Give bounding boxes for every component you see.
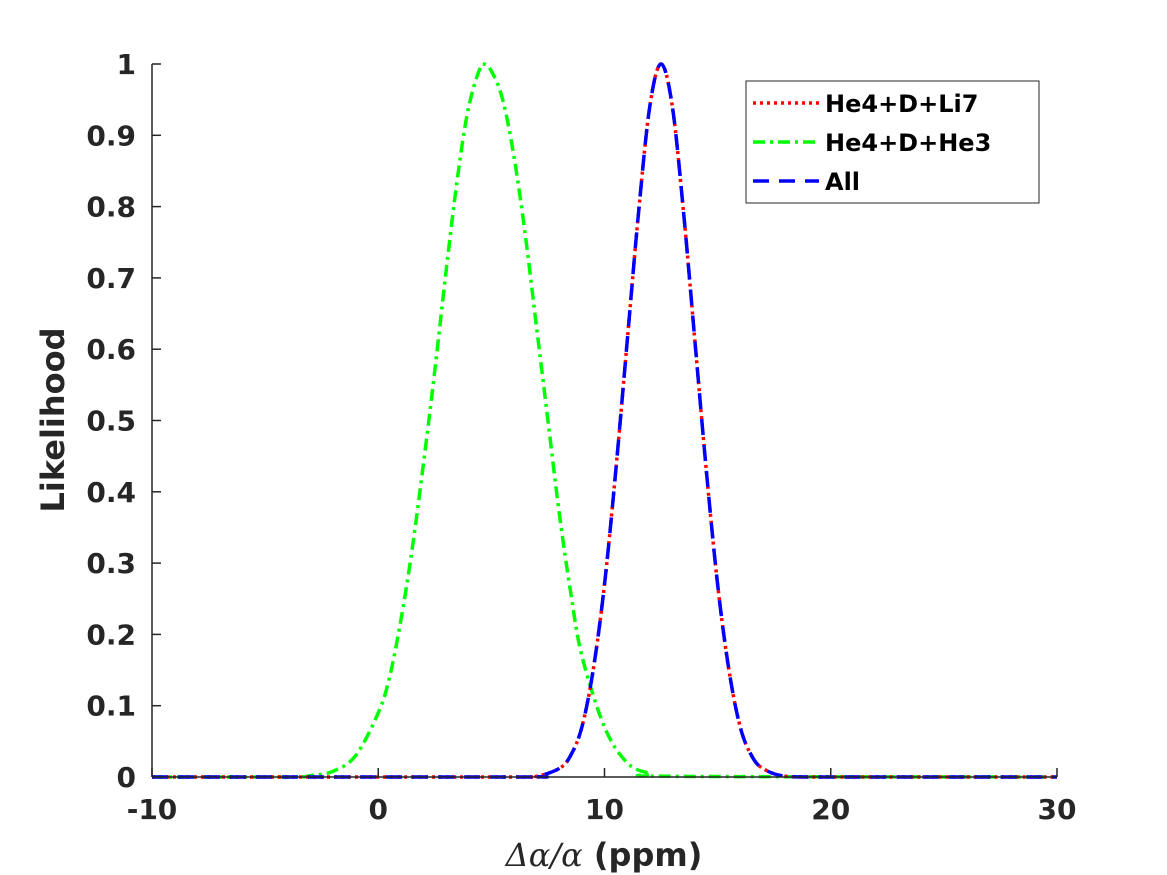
legend-label-2: All <box>825 168 860 196</box>
y-ticks: 0 0.1 0.2 0.3 0.4 0.5 0.6 0.7 0.8 0.9 1 <box>86 48 161 794</box>
y-tick-label: 1 <box>117 48 136 81</box>
x-tick-label: 10 <box>585 793 624 826</box>
y-tick-label: 0.7 <box>86 262 136 295</box>
x-axis-label-alpha: α <box>529 836 551 874</box>
x-tick-label: -10 <box>127 793 178 826</box>
x-tick-label: 0 <box>369 793 388 826</box>
y-tick-label: 0.6 <box>86 333 136 366</box>
y-tick-label: 0.3 <box>86 547 136 580</box>
x-axis-label-alpha-2: α <box>561 836 583 874</box>
series-line-1 <box>152 62 1058 779</box>
legend-label-1: He4+D+He3 <box>825 129 991 157</box>
legend: He4+D+Li7 He4+D+He3 All <box>745 80 1040 204</box>
legend-label-0: He4+D+Li7 <box>825 90 978 118</box>
y-tick-label: 0 <box>117 761 136 794</box>
series-layer <box>152 62 1058 779</box>
y-tick-label: 0.9 <box>86 119 136 152</box>
series-line-2 <box>152 62 1057 779</box>
y-tick-label: 0.4 <box>86 476 136 509</box>
y-tick-label: 0.5 <box>86 405 136 438</box>
x-axis-label-delta: Δ <box>504 836 529 874</box>
y-axis-label: Likelihood <box>34 327 72 512</box>
y-tick-label: 0.1 <box>86 690 136 723</box>
y-tick-label: 0.8 <box>86 191 136 224</box>
y-tick-label: 0.2 <box>86 618 136 651</box>
x-axis-label-slash: / <box>547 836 564 874</box>
x-tick-label: 30 <box>1038 793 1077 826</box>
x-ticks: -10 0 10 20 30 <box>127 768 1077 826</box>
x-tick-label: 20 <box>811 793 850 826</box>
x-axis-label: Δα/α (ppm) <box>504 836 703 874</box>
x-axis-label-unit: (ppm) <box>583 836 703 874</box>
